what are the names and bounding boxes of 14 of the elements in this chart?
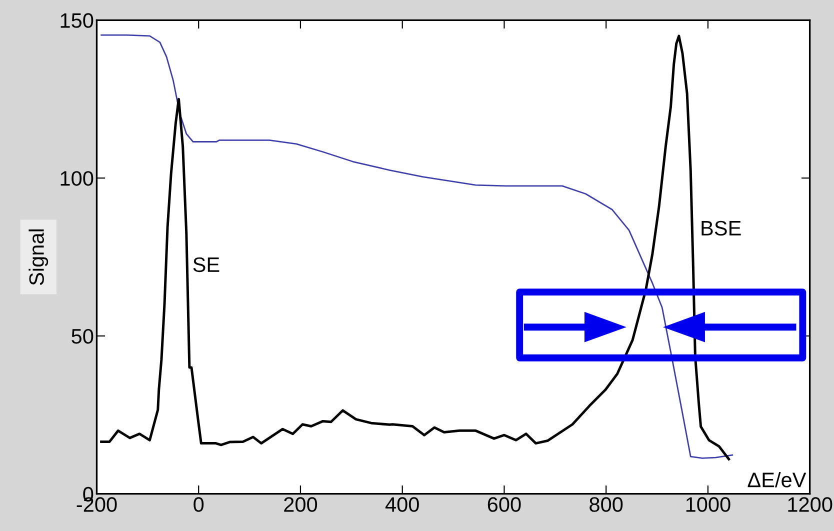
x-tick-label: 400: [385, 497, 419, 512]
x-tick-label: 0: [194, 497, 204, 512]
x-tick-label: 200: [284, 497, 318, 512]
x-tick-label: 600: [488, 497, 521, 512]
y-tick-label: 150: [60, 13, 94, 28]
x-tick-label: 1000: [686, 497, 730, 512]
y-tick-label: 100: [60, 171, 94, 186]
x-axis-title: ΔE/eV: [748, 472, 806, 488]
annotation: BSE: [702, 220, 741, 236]
x-tick-label: 1200: [788, 497, 832, 512]
x-tick-label: 800: [590, 497, 623, 512]
y-tick-label: 50: [72, 328, 94, 344]
annotation: SE: [193, 257, 220, 272]
y-axis-title: Signal: [28, 229, 48, 286]
